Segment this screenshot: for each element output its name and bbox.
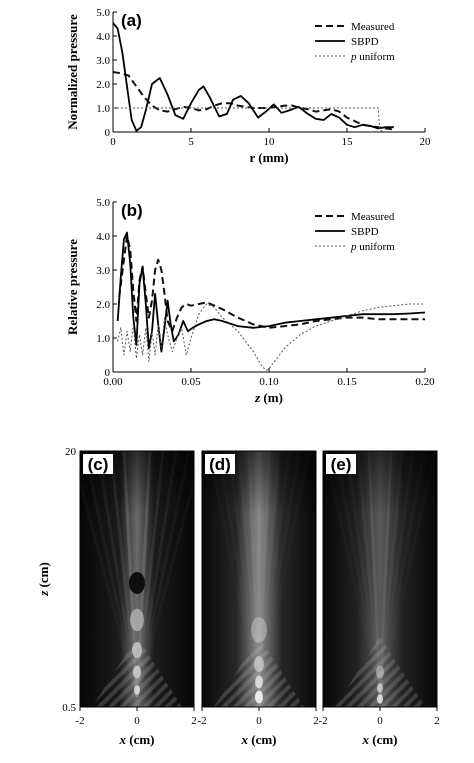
b-legend-label: p uniform xyxy=(350,241,395,253)
a-y-tick-label: 3.0 xyxy=(96,55,110,67)
heatmap-x-axis-label: x (cm) xyxy=(240,732,276,747)
b-y-axis-label: Relative pressure xyxy=(65,239,80,335)
a-y-tick-label: 2.0 xyxy=(96,79,110,91)
b-y-tick-label: 4.0 xyxy=(96,231,110,243)
heatmap-x-tick-label: -2 xyxy=(318,715,327,727)
heatmap-x-tick-label: 2 xyxy=(313,715,319,727)
heatmap-top-fade xyxy=(202,451,316,707)
b-y-tick-label: 1.0 xyxy=(96,333,110,345)
heatmap-x-tick-label: 0 xyxy=(256,715,262,727)
b-legend-label: Measured xyxy=(351,211,395,223)
heatmap-x-tick-label: 2 xyxy=(191,715,197,727)
b-series-p-uniform xyxy=(117,303,425,371)
b-series-sbpd xyxy=(116,231,426,353)
a-y-axis-label: Normalized pressure xyxy=(65,14,80,130)
heatmap-x-tick-label: 2 xyxy=(434,715,440,727)
chart-panel-b: 0 1.0 2.0 3.0 4.0 5.0 0.00 0.05 0.10 0.15 0.20 Meas… xyxy=(65,197,435,405)
a-x-tick-label: 10 xyxy=(264,136,276,148)
a-y-tick-label: 4.0 xyxy=(96,31,110,43)
heatmap-x-tick-label: 0 xyxy=(134,715,140,727)
heatmap-panel-label: (e) xyxy=(331,455,352,474)
heatmap-c: (c) -2 0 2 x (cm) xyxy=(70,450,204,747)
heatmap-x-tick-label: -2 xyxy=(75,715,84,727)
heatmap-tag-box xyxy=(205,454,235,474)
b-x-tick-label: 0.00 xyxy=(103,376,123,388)
a-x-axis-label: r (mm) xyxy=(249,150,288,165)
heatmap-x-tick-label: 0 xyxy=(377,715,383,727)
a-x-tick-label: 15 xyxy=(342,136,354,148)
a-x-tick-label: 0 xyxy=(110,136,116,148)
a-y-tick-label: 0 xyxy=(105,127,111,139)
heatmap-top-fade xyxy=(323,451,437,707)
b-x-tick-label: 0.20 xyxy=(415,376,435,388)
a-x-tick-label: 20 xyxy=(420,136,432,148)
b-y-tick-label: 2.0 xyxy=(96,299,110,311)
heatmap-panel-label: (d) xyxy=(209,455,231,474)
b-x-axis-label: z (m) xyxy=(254,390,283,405)
heatmap-top-fade xyxy=(80,451,194,707)
heatmap-y-tick-label: 20 xyxy=(65,446,77,458)
b-x-tick-label: 0.10 xyxy=(259,376,279,388)
b-y-tick-label: 0 xyxy=(105,367,111,379)
heatmap-y-tick-label: 0.5 xyxy=(62,702,76,714)
a-legend-label: SBPD xyxy=(351,36,379,48)
heatmap-d: (d) -2 0 2 x (cm) xyxy=(197,450,319,747)
heatmap-x-tick-label: -2 xyxy=(197,715,206,727)
b-x-tick-label: 0.15 xyxy=(337,376,357,388)
heatmap-x-axis-label: x (cm) xyxy=(118,732,154,747)
a-legend-label: Measured xyxy=(351,21,395,33)
heatmap-tag-box xyxy=(83,454,113,474)
b-y-tick-label: 5.0 xyxy=(96,197,110,209)
heatmap-y-axis-label: z (cm) xyxy=(36,562,51,597)
b-panel-label: (b) xyxy=(121,201,143,220)
heatmap-e: (e) -2 0 2 x (cm) xyxy=(318,450,440,747)
chart-panel-a: 0 1.0 2.0 3.0 4.0 5.0 0 5 10 15 20 Measured SBPD p un… xyxy=(65,7,431,165)
heatmap-x-axis-label: x (cm) xyxy=(361,732,397,747)
a-x-tick-label: 5 xyxy=(188,136,194,148)
b-x-tick-label: 0.05 xyxy=(181,376,201,388)
a-series-sbpd xyxy=(112,22,394,132)
b-y-tick-label: 3.0 xyxy=(96,265,110,277)
b-legend-label: SBPD xyxy=(351,226,379,238)
a-y-tick-label: 1.0 xyxy=(96,103,110,115)
a-y-tick-label: 5.0 xyxy=(96,7,110,19)
heatmap-tag-box xyxy=(326,454,356,474)
a-panel-label: (a) xyxy=(121,11,142,30)
heatmap-panels: (c) -2 0 2 x (cm) (d) -2 0 2 x (cm) (e) -2 0 2 x (cm) 0… xyxy=(36,446,440,747)
heatmap-panel-label: (c) xyxy=(88,455,109,474)
a-legend-label: p uniform xyxy=(350,51,395,63)
a-series-p-uniform xyxy=(113,107,384,133)
